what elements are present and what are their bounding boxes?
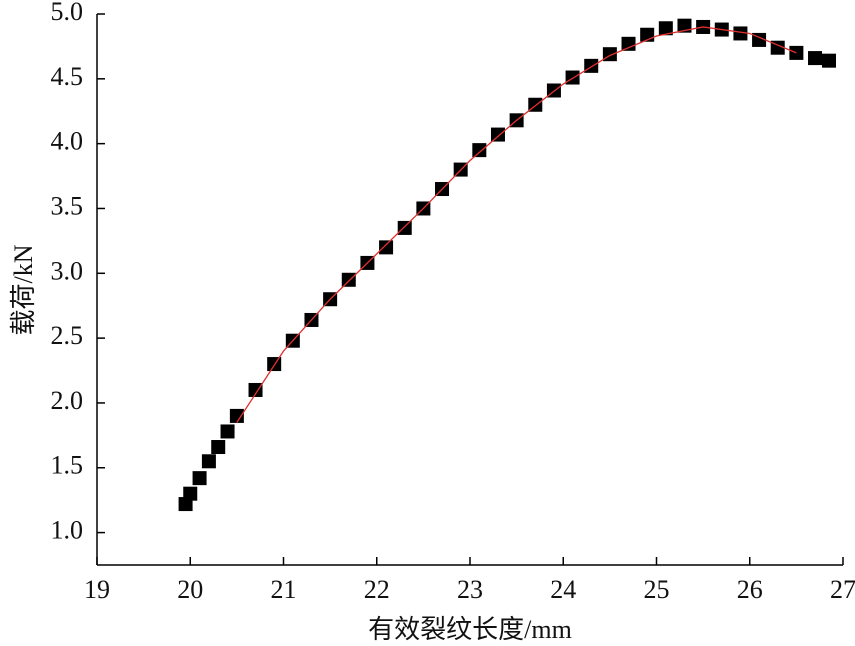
scatter-point [490, 127, 505, 142]
y-tick-label: 1.5 [51, 451, 84, 480]
x-tick-label: 25 [644, 575, 670, 604]
y-tick-label: 2.0 [51, 386, 84, 415]
y-tick-label: 4.0 [51, 127, 84, 156]
scatter-point [822, 53, 837, 68]
scatter-point [192, 471, 207, 486]
y-tick-label: 3.0 [51, 256, 84, 285]
scatter-point [808, 51, 823, 66]
y-tick-label: 2.5 [51, 321, 84, 350]
scatter-point [267, 357, 282, 372]
scatter-point [397, 220, 412, 235]
scatter-point [733, 26, 748, 41]
scatter-point [677, 18, 692, 33]
scatter-point [379, 240, 394, 255]
scatter-point [584, 58, 599, 73]
scatter-point [658, 21, 673, 36]
x-tick-label: 27 [830, 575, 855, 604]
x-tick-label: 19 [84, 575, 110, 604]
x-tick-label: 21 [271, 575, 297, 604]
x-tick-label: 24 [550, 575, 576, 604]
y-axis-label: 载荷/kN [9, 244, 38, 335]
y-tick-label: 5.0 [51, 0, 84, 26]
scatter-point [472, 143, 487, 158]
y-tick-label: 3.5 [51, 191, 84, 220]
scatter-point [183, 486, 198, 501]
x-axis-label: 有效裂纹长度/mm [368, 615, 572, 644]
y-tick-label: 4.5 [51, 62, 84, 91]
scatter-point [341, 272, 356, 287]
scatter-point [565, 70, 580, 85]
x-tick-label: 26 [737, 575, 763, 604]
scatter-point [229, 408, 244, 423]
y-tick-label: 1.0 [51, 516, 84, 545]
fit-line [236, 26, 797, 423]
x-tick-label: 22 [364, 575, 390, 604]
scatter-point [201, 454, 216, 469]
scatter-point [248, 382, 263, 397]
scatter-point [621, 36, 636, 51]
scatter-point [220, 424, 235, 439]
x-tick-label: 23 [457, 575, 483, 604]
x-tick-label: 20 [177, 575, 203, 604]
scatter-point [211, 440, 226, 455]
